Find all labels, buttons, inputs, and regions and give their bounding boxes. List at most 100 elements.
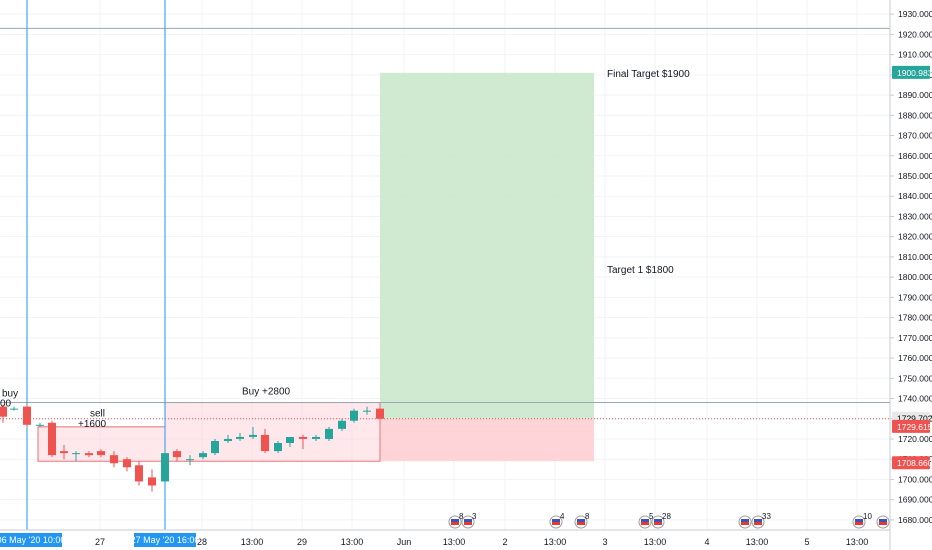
y-tick-label: 1700.000 (898, 474, 932, 484)
flag-stripe-icon (464, 522, 472, 525)
event-marker: 33 (751, 512, 771, 529)
flag-stripe-icon (741, 522, 749, 525)
y-tick-label: 1750.000 (898, 373, 932, 383)
x-crosshair-badge (134, 533, 196, 547)
candle-body (338, 420, 346, 429)
event-marker: 8 (574, 512, 590, 529)
y-tick-label: 1820.000 (898, 232, 932, 242)
flag-stripe-icon (451, 522, 459, 525)
y-tick-label: 1910.000 (898, 50, 932, 60)
vertical-lines (26, 0, 166, 530)
annotation-label: Target 1 $1800 (607, 265, 674, 276)
candle-body (186, 459, 194, 461)
event-count: 5 (649, 512, 654, 521)
y-tick-label: 1790.000 (898, 292, 932, 302)
zone-box (164, 402, 381, 462)
candle-body (286, 436, 294, 444)
event-marker: 3 (461, 512, 477, 529)
flag-stripe-icon (654, 522, 662, 525)
x-tick-label: 13:00 (341, 537, 364, 547)
x-crosshair-badge (0, 533, 62, 547)
candle-body (10, 408, 18, 410)
flag-canton-icon (577, 519, 585, 522)
y-tick-label: 1740.000 (898, 394, 932, 404)
price-badge (892, 65, 930, 79)
x-tick-label: 27 (95, 537, 105, 547)
flag-canton-icon (654, 519, 662, 522)
y-tick-label: 1850.000 (898, 171, 932, 181)
flag-stripe-icon (754, 522, 762, 525)
price-badge-label: 1900.983 (897, 68, 932, 78)
candle-body (261, 434, 269, 452)
y-tick-label: 1830.000 (898, 211, 932, 221)
candle-body (199, 453, 207, 458)
x-crosshair-label: 06 May '20 10:00 (0, 535, 65, 545)
position-zones (37, 72, 594, 462)
candle-body (350, 410, 358, 421)
candle-body (148, 477, 156, 486)
x-tick-label: Jun (397, 537, 412, 547)
flag-canton-icon (641, 519, 649, 522)
y-tick-label: 1780.000 (898, 313, 932, 323)
candle-body (72, 453, 80, 455)
event-count: 8 (585, 512, 590, 521)
price-badge (892, 456, 930, 470)
candles (0, 404, 384, 492)
y-tick-label: 1870.000 (898, 131, 932, 141)
x-tick-label: 13:00 (644, 537, 667, 547)
x-crosshair-label: 27 May '20 16:00 (131, 535, 200, 545)
candle-body (123, 459, 131, 468)
y-tick-label: 1690.000 (898, 495, 932, 505)
candle-body (173, 451, 181, 458)
candle-body (211, 440, 219, 454)
flag-canton-icon (754, 519, 762, 522)
x-tick-label: 2 (502, 537, 507, 547)
price-badge-label: 1729.615 (897, 422, 932, 432)
flag-canton-icon (741, 519, 749, 522)
x-tick-label: 13:00 (544, 537, 567, 547)
y-tick-label: 1810.000 (898, 252, 932, 262)
event-marker: 10 (852, 512, 872, 529)
candle-body (23, 406, 31, 425)
candle-body (363, 410, 371, 412)
flag-stripe-icon (855, 522, 863, 525)
candle-body (36, 424, 44, 426)
y-tick-label: 1800.000 (898, 272, 932, 282)
x-tick-label: 28 (197, 537, 207, 547)
chart-annotations: Final Target $1900 Target 1 $1800 Buy +280… (0, 69, 690, 430)
y-tick-label: 1680.000 (898, 515, 932, 525)
x-tick-label: 13:00 (241, 537, 264, 547)
event-marker: 4 (549, 512, 565, 529)
event-marker (738, 515, 752, 529)
event-markers: 8 3 4 8 5 28 33 10 (448, 512, 890, 529)
zone-loss (380, 418, 594, 462)
candle-body (224, 438, 232, 441)
flag-canton-icon (879, 519, 887, 522)
x-axis[interactable]: 27 28 13:00 29 13:00 Jun 13:00 2 13:00 3 13:00 4 13:… (0, 529, 932, 550)
y-tick-label: 1720.000 (898, 434, 932, 444)
candle-body (135, 465, 143, 482)
candle-body (48, 422, 56, 456)
candle-body (161, 453, 169, 482)
candle-body (299, 436, 307, 439)
event-count: 4 (560, 512, 565, 521)
event-marker: 28 (651, 512, 671, 529)
zone-profit (380, 72, 594, 419)
candle-body (85, 453, 93, 456)
annotation-label: 00 (0, 399, 12, 410)
x-tick-label: 3 (602, 537, 607, 547)
x-tick-label: 29 (297, 537, 307, 547)
candle-body (312, 436, 320, 439)
x-tick-label: 13:00 (746, 537, 769, 547)
y-tick-label: 1760.000 (898, 353, 932, 363)
y-tick-label: 1770.000 (898, 333, 932, 343)
event-count: 28 (662, 512, 671, 521)
flag-canton-icon (451, 519, 459, 522)
event-count: 10 (863, 512, 872, 521)
candle-body (236, 436, 244, 439)
candle-body (60, 451, 68, 454)
event-marker: 8 (448, 512, 464, 529)
annotation-label: sell (90, 409, 105, 420)
